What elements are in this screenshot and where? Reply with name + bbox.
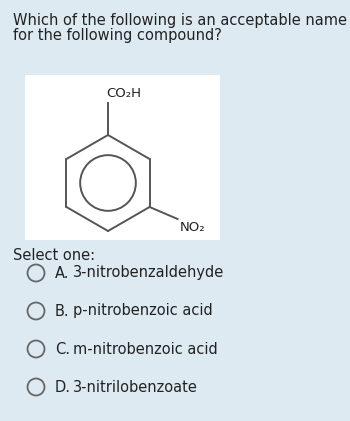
Text: p-nitrobenzoic acid: p-nitrobenzoic acid	[73, 304, 213, 319]
Text: B.: B.	[55, 304, 70, 319]
Text: m-nitrobenzoic acid: m-nitrobenzoic acid	[73, 341, 218, 357]
Text: NO₂: NO₂	[180, 221, 205, 234]
Text: A.: A.	[55, 266, 70, 280]
Text: Which of the following is an acceptable name: Which of the following is an acceptable …	[13, 13, 347, 28]
Text: C.: C.	[55, 341, 70, 357]
Text: 3-nitrobenzaldehyde: 3-nitrobenzaldehyde	[73, 266, 224, 280]
Text: D.: D.	[55, 379, 71, 394]
Text: for the following compound?: for the following compound?	[13, 28, 222, 43]
Text: 3-nitrilobenzoate: 3-nitrilobenzoate	[73, 379, 198, 394]
Text: CO₂H: CO₂H	[106, 87, 141, 100]
Bar	[25, 75, 220, 240]
Text: Select one:: Select one:	[13, 248, 95, 263]
